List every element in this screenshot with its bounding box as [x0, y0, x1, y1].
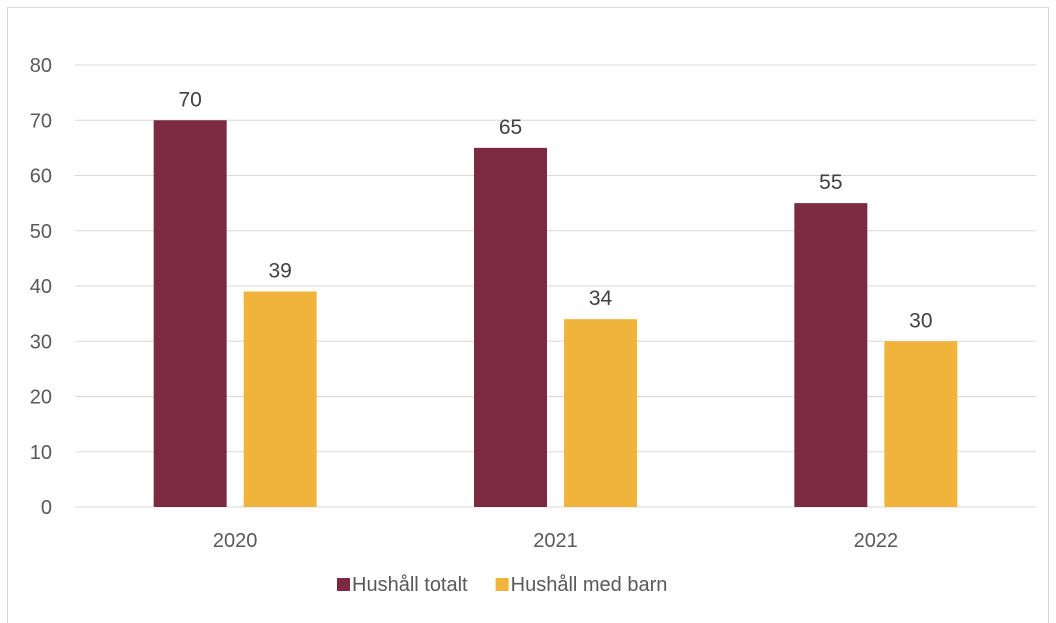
bar — [794, 203, 868, 507]
legend-swatch — [495, 578, 509, 591]
bar — [153, 120, 227, 507]
legend-swatch — [337, 578, 350, 591]
legend-label: Hushåll med barn — [511, 574, 668, 596]
bar — [474, 147, 547, 507]
gridlines — [75, 64, 1036, 508]
data-label: 34 — [589, 287, 613, 310]
x-axis: 2020 2021 2022 — [213, 530, 898, 552]
data-label: 55 — [819, 171, 842, 194]
y-tick-label: 80 — [30, 55, 52, 77]
x-tick-label: 2021 — [533, 530, 578, 552]
data-label: 39 — [268, 260, 291, 283]
y-tick-label: 60 — [30, 166, 52, 188]
x-tick-label: 2022 — [854, 530, 899, 552]
bar — [243, 291, 317, 507]
y-tick-label: 20 — [30, 387, 52, 409]
y-tick-label: 70 — [30, 110, 52, 132]
x-tick-label: 2020 — [213, 530, 258, 552]
bars — [153, 120, 958, 507]
data-label: 70 — [178, 88, 201, 111]
data-label: 30 — [909, 309, 932, 332]
y-tick-label: 40 — [30, 276, 52, 298]
bar — [564, 319, 637, 507]
y-tick-label: 0 — [41, 497, 52, 519]
bar — [884, 341, 958, 507]
y-tick-label: 50 — [30, 221, 52, 243]
y-tick-label: 30 — [30, 331, 52, 353]
legend: Hushåll totalt Hushåll med barn — [337, 574, 667, 596]
data-label: 65 — [499, 116, 522, 139]
legend-label: Hushåll totalt — [352, 574, 468, 596]
data-labels: 70 39 65 34 55 30 — [178, 88, 932, 332]
y-tick-label: 10 — [30, 442, 52, 464]
y-axis: 0 10 20 30 40 50 60 70 80 — [30, 55, 52, 519]
